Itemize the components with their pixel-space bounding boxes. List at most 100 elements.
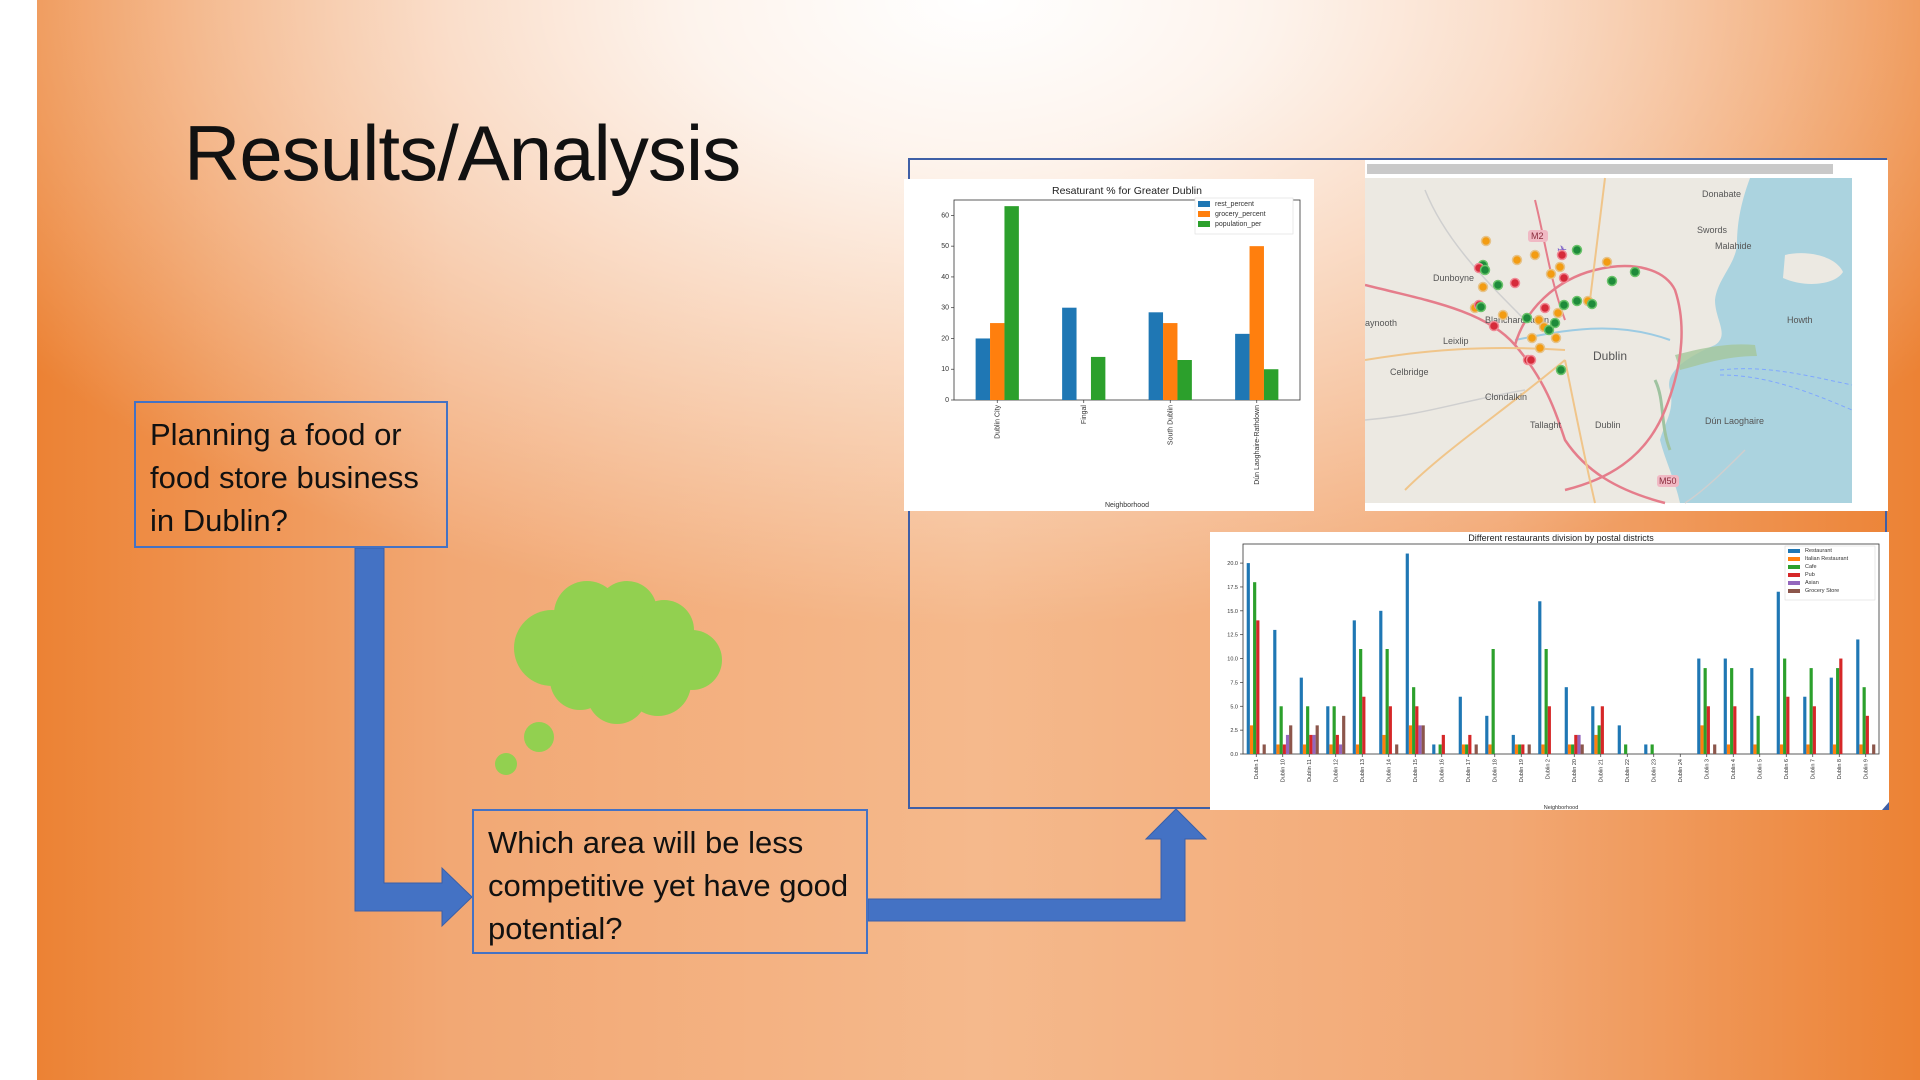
map-marker-green[interactable] — [1492, 279, 1504, 291]
bar-cafe — [1306, 706, 1310, 754]
map-marker-orange[interactable] — [1554, 261, 1566, 273]
bar-restaurant — [1299, 677, 1303, 754]
bar-grocery-store — [1315, 725, 1319, 754]
bar-pub — [1335, 734, 1339, 754]
bar-grocery-store — [1474, 744, 1478, 754]
plot-frame — [953, 199, 1301, 401]
map-marker-orange[interactable] — [1545, 268, 1557, 280]
y-tick-label: 40 — [941, 274, 949, 281]
legend-swatch — [1788, 549, 1800, 553]
bar-italian-restaurant — [1700, 725, 1704, 754]
map-marker-red[interactable] — [1509, 277, 1521, 289]
map-marker-green[interactable] — [1521, 312, 1533, 324]
map-marker-green[interactable] — [1606, 275, 1618, 287]
map-marker-orange[interactable] — [1480, 235, 1492, 247]
map-label: Dunboyne — [1433, 273, 1474, 283]
x-tick-label: Dublin 21 — [1599, 759, 1605, 782]
map-marker-red[interactable] — [1556, 249, 1568, 261]
bar-pub — [1362, 696, 1366, 754]
bar-rest-percent — [1235, 333, 1250, 400]
x-tick-label: Dublin 20 — [1572, 759, 1578, 782]
map-land — [1365, 177, 1853, 505]
map-marker-orange[interactable] — [1533, 314, 1545, 326]
x-tick-label: Dublin 15 — [1413, 759, 1419, 782]
legend-label: Restaurant — [1805, 548, 1832, 554]
map-marker-orange[interactable] — [1477, 281, 1489, 293]
map-marker-green[interactable] — [1549, 317, 1561, 329]
legend-label: population_per — [1215, 221, 1262, 228]
bar-italian-restaurant — [1382, 734, 1386, 754]
map-marker-red[interactable] — [1539, 302, 1551, 314]
bar-restaurant — [1352, 620, 1356, 754]
bar-pub — [1574, 734, 1578, 754]
slide-title: Results/Analysis — [184, 109, 741, 197]
x-tick-label: Dublin 14 — [1387, 759, 1393, 782]
map-marker-orange[interactable] — [1601, 256, 1613, 268]
legend-label: Grocery Store — [1805, 588, 1839, 594]
legend-swatch — [1788, 581, 1800, 585]
map-marker-orange[interactable] — [1529, 249, 1541, 261]
bar-cafe — [1491, 649, 1495, 754]
map-marker-orange[interactable] — [1534, 342, 1546, 354]
map-marker-orange[interactable] — [1552, 307, 1564, 319]
y-tick-label: 0.0 — [1230, 752, 1238, 758]
bar-pub — [1547, 706, 1551, 754]
bar-restaurant — [1803, 696, 1807, 754]
y-tick-label: 20.0 — [1227, 561, 1238, 567]
bar-pub — [1733, 706, 1737, 754]
map-label: Clondalkin — [1485, 392, 1527, 402]
x-tick-label: Dublin 8 — [1837, 759, 1843, 779]
map-marker-green[interactable] — [1571, 295, 1583, 307]
frame-corner — [1882, 802, 1889, 810]
bar-grocery-store — [1289, 725, 1293, 754]
bar-italian-restaurant — [1594, 734, 1598, 754]
map-marker-red[interactable] — [1488, 320, 1500, 332]
map-marker-orange[interactable] — [1550, 332, 1562, 344]
bar-rest-percent — [1148, 312, 1164, 400]
bar-italian-restaurant — [1567, 744, 1572, 754]
y-tick-label: 60 — [941, 212, 949, 219]
x-axis-label: Neighborhood — [1105, 502, 1149, 509]
map-marker-green[interactable] — [1558, 299, 1570, 311]
question-box-planning: Planning a food or food store business i… — [134, 401, 448, 548]
bar-italian-restaurant — [1276, 744, 1280, 754]
bar-restaurant — [1379, 610, 1383, 754]
bar-pub — [1706, 706, 1710, 754]
map-markers — [1469, 235, 1641, 376]
bar-asian — [1577, 734, 1581, 754]
bar-restaurant — [1273, 629, 1277, 754]
map-label: Swords — [1697, 225, 1728, 235]
bar-italian-restaurant — [1329, 744, 1333, 754]
legend-label: Cafe — [1805, 564, 1817, 570]
map-marker-red[interactable] — [1558, 272, 1570, 284]
bar-grocery-store — [1713, 744, 1717, 754]
bar-italian-restaurant — [1249, 725, 1254, 754]
map-label: M2 — [1531, 231, 1544, 241]
map-marker-green[interactable] — [1571, 244, 1583, 256]
x-tick-label: Dublin 13 — [1360, 759, 1366, 782]
map-marker-red[interactable] — [1525, 354, 1537, 366]
chart-restaurant-percent: Resaturant % for Greater Dublin 0 10 20 30 40… — [904, 179, 1314, 511]
x-tick-label: Dún Laoghaire-Rathdown — [1254, 405, 1261, 485]
bar-italian-restaurant — [1726, 744, 1731, 754]
map-marker-green[interactable] — [1629, 266, 1641, 278]
x-tick-label: Dublin 4 — [1731, 759, 1737, 779]
map-marker-green[interactable] — [1555, 364, 1567, 376]
bar-asian — [1312, 734, 1316, 754]
bar-cafe — [1279, 706, 1283, 754]
x-tick-label: Dublin 17 — [1466, 759, 1472, 782]
bar-cafe — [1544, 649, 1548, 754]
legend-label: grocery_percent — [1215, 211, 1266, 218]
map-scrollbar[interactable] — [1367, 164, 1833, 174]
bar-cafe — [1862, 687, 1866, 754]
map-marker-green[interactable] — [1543, 324, 1555, 336]
map-marker-orange[interactable] — [1497, 309, 1509, 321]
map-marker-green[interactable] — [1479, 264, 1491, 276]
map-marker-green[interactable] — [1475, 301, 1487, 313]
dublin-map[interactable]: Donabate Swords Malahide M2 Dunboyne Bla… — [1365, 160, 1888, 511]
map-marker-green[interactable] — [1586, 298, 1598, 310]
y-tick-label: 10.0 — [1227, 657, 1238, 663]
map-marker-orange[interactable] — [1526, 332, 1538, 344]
bar-italian-restaurant — [1514, 744, 1519, 754]
map-marker-orange[interactable] — [1511, 254, 1523, 266]
